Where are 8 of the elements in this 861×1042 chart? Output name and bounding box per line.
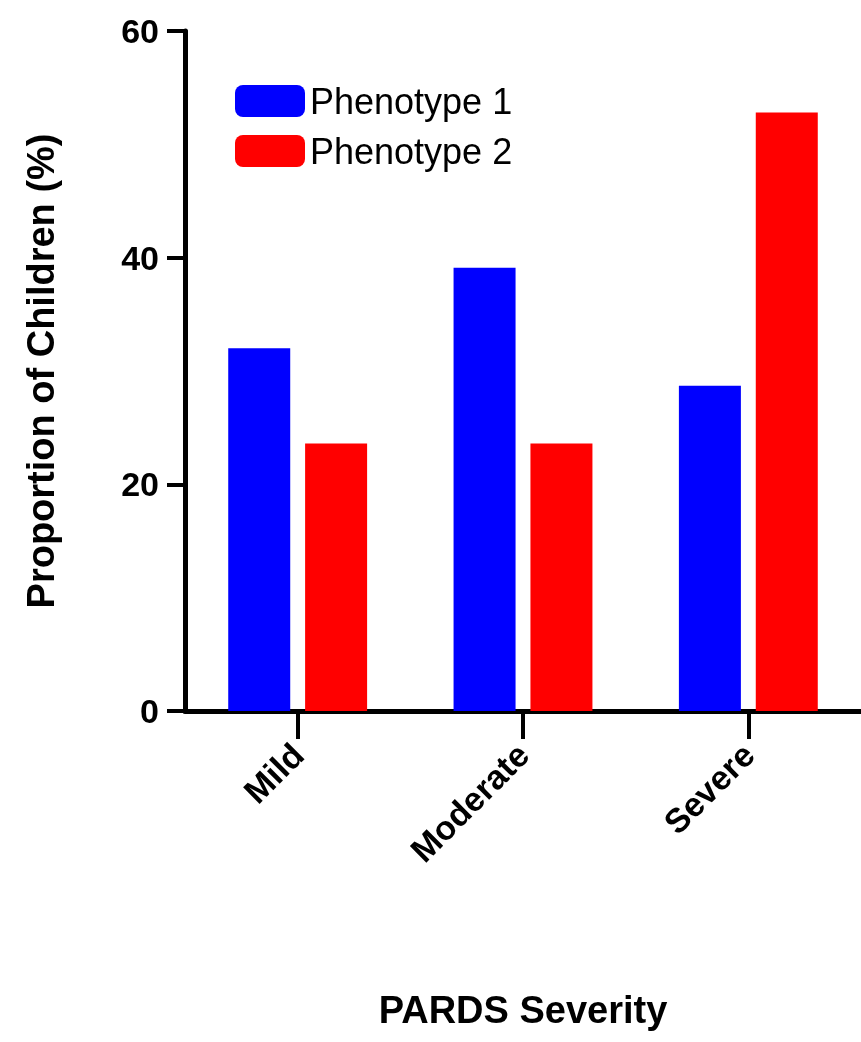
y-tick-label: 40: [121, 238, 159, 277]
y-tick-label: 20: [121, 465, 159, 504]
x-axis-title: PARDS Severity: [378, 989, 668, 1031]
y-tick-label: 60: [121, 12, 159, 50]
legend-label: Phenotype 2: [310, 130, 513, 172]
y-axis-title: Proportion of Children (%): [20, 133, 62, 609]
y-tick-label: 0: [140, 692, 159, 730]
legend-label: Phenotype 1: [310, 80, 513, 122]
